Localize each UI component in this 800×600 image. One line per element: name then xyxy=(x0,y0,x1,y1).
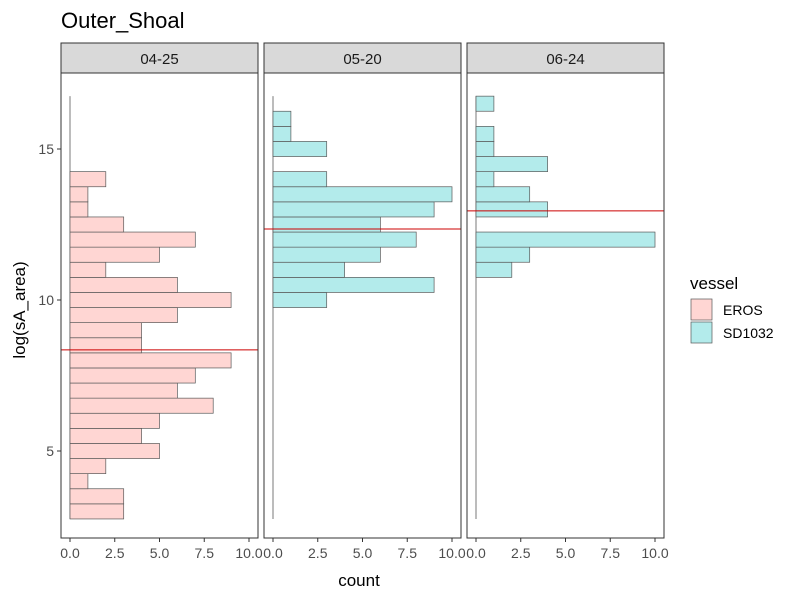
histogram-bar xyxy=(272,125,292,142)
histogram-bar xyxy=(69,458,107,474)
y-tick-label: 15 xyxy=(38,141,54,157)
histogram-bar xyxy=(69,201,89,218)
histogram-bar xyxy=(69,216,125,233)
histogram-bar xyxy=(475,261,513,278)
histogram-bar xyxy=(272,277,435,293)
x-tick-label: 0.0 xyxy=(263,545,283,561)
facet-strip-label: 06-24 xyxy=(546,51,584,68)
x-tick-label: 10.0 xyxy=(641,545,668,561)
histogram-bar xyxy=(69,171,107,188)
histogram-bar xyxy=(69,503,125,520)
histogram-bar xyxy=(69,473,89,490)
facet-panels: 04-25 0.0 2.5 5.0 7.5 10.0 05-20 0.0 2.5 5.0 7.5 10… xyxy=(60,42,669,561)
facet-panel-05-20: 05-20 0.0 2.5 5.0 7.5 10.0 xyxy=(263,42,466,561)
x-tick-label: 5.0 xyxy=(353,545,373,561)
histogram-bar xyxy=(272,201,435,218)
x-tick-label: 2.5 xyxy=(308,545,328,561)
y-tick-label: 5 xyxy=(46,443,54,459)
facet-panel-06-24: 06-24 0.0 2.5 5.0 7.5 10.0 xyxy=(466,42,669,561)
histogram-bar xyxy=(272,110,292,127)
facet-strip xyxy=(60,42,259,74)
histogram-bar xyxy=(272,141,328,157)
histogram-bar xyxy=(69,307,178,323)
histogram-bar xyxy=(69,382,178,399)
facet-strip xyxy=(466,42,665,74)
histogram-bar xyxy=(475,201,548,218)
histogram-bar xyxy=(475,186,531,203)
histogram-bar xyxy=(475,156,548,173)
histogram-bar xyxy=(272,231,417,248)
x-tick-label: 2.5 xyxy=(105,545,125,561)
histogram-bar xyxy=(69,352,232,369)
facet-panel-04-25: 04-25 0.0 2.5 5.0 7.5 10.0 xyxy=(60,42,263,561)
facet-strip-label: 05-20 xyxy=(343,51,381,68)
y-tick-label: 10 xyxy=(38,292,54,308)
histogram-bar xyxy=(69,322,142,339)
histogram-bar xyxy=(69,397,214,414)
facet-strip-label: 04-25 xyxy=(140,51,178,68)
legend: vessel EROS SD1032 xyxy=(690,274,774,344)
histogram-bar xyxy=(272,216,381,233)
y-axis: 5 10 15 xyxy=(38,141,61,459)
legend-key-sd1032 xyxy=(690,321,713,344)
legend-label: SD1032 xyxy=(723,325,774,341)
x-tick-label: 0.0 xyxy=(466,545,486,561)
histogram-bar xyxy=(69,443,160,459)
histogram-bar xyxy=(272,171,328,188)
histogram-bar xyxy=(69,231,196,248)
legend-key-eros xyxy=(690,298,713,321)
x-tick-label: 2.5 xyxy=(511,545,531,561)
histogram-bar xyxy=(272,246,381,263)
histogram-bar xyxy=(475,171,495,188)
x-tick-label: 5.0 xyxy=(556,545,576,561)
chart-title: Outer_Shoal xyxy=(61,8,185,33)
histogram-bar xyxy=(69,246,160,263)
x-axis-title: count xyxy=(338,571,380,590)
histogram-bar xyxy=(69,488,125,505)
histogram-bar xyxy=(69,186,89,203)
x-tick-label: 0.0 xyxy=(60,545,80,561)
histogram-bar xyxy=(475,141,495,157)
x-tick-label: 10.0 xyxy=(438,545,465,561)
histogram-bar xyxy=(475,125,495,142)
histogram-bar xyxy=(69,292,232,308)
x-tick-label: 7.5 xyxy=(398,545,418,561)
x-tick-label: 10.0 xyxy=(235,545,262,561)
x-tick-label: 7.5 xyxy=(195,545,215,561)
histogram-bar xyxy=(69,337,142,354)
facet-strip xyxy=(263,42,462,74)
histogram-bar xyxy=(69,367,196,384)
legend-label: EROS xyxy=(723,302,763,318)
panel-border xyxy=(466,72,665,539)
histogram-bar xyxy=(69,277,178,293)
legend-title: vessel xyxy=(690,274,738,293)
histogram-bar xyxy=(69,428,142,444)
y-axis-title: log(sA_area) xyxy=(10,261,29,358)
histogram-bar xyxy=(272,292,328,308)
histogram-bar xyxy=(272,261,345,278)
histogram-bar xyxy=(69,412,160,429)
histogram-bar xyxy=(272,186,453,203)
x-tick-label: 5.0 xyxy=(150,545,170,561)
histogram-bar xyxy=(475,95,495,112)
histogram-bar xyxy=(475,246,531,263)
x-tick-label: 7.5 xyxy=(601,545,621,561)
histogram-bar xyxy=(475,231,656,248)
histogram-bar xyxy=(69,261,107,278)
